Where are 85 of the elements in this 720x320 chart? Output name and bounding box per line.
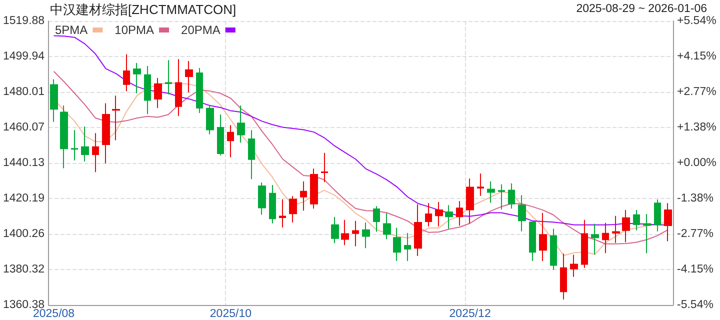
candlestick <box>466 178 474 224</box>
candlestick <box>581 219 588 268</box>
y2-tick-label: +4.15% <box>677 50 716 63</box>
candlestick <box>248 130 255 180</box>
y-tick-label: 1499.94 <box>2 50 46 63</box>
candlestick <box>60 105 68 169</box>
candlestick <box>498 184 505 210</box>
candlestick <box>217 114 224 156</box>
candlestick <box>237 105 245 144</box>
candlestick <box>206 104 214 135</box>
candlestick <box>612 215 620 244</box>
candlestick <box>487 180 495 204</box>
y2-tick-label: +0.00% <box>677 157 716 169</box>
candlestick <box>196 67 203 114</box>
candlestick <box>404 232 411 262</box>
candlestick <box>144 66 151 115</box>
legend-label: 5PMA <box>54 23 88 37</box>
chart-title: 中汉建材综指[ZHCTMMATCON] <box>50 2 236 17</box>
candlestick <box>570 254 578 278</box>
y-tick-label: 1400.26 <box>2 228 45 240</box>
y2-tick-label: -4.15% <box>677 263 714 276</box>
candlestick <box>508 182 515 210</box>
candlestick <box>622 210 630 243</box>
y-tick-label: 1440.13 <box>2 157 45 169</box>
candlestick <box>289 196 297 224</box>
candlestick <box>310 168 318 210</box>
candlestick <box>331 216 339 244</box>
candlestick <box>352 220 359 247</box>
candlestick <box>560 253 567 300</box>
candlestick <box>643 213 651 254</box>
candlestick <box>602 222 609 254</box>
candlestick <box>341 219 349 246</box>
candlestick <box>175 58 182 117</box>
candlestick <box>112 95 120 141</box>
candlestick <box>633 210 640 231</box>
candlestick <box>654 199 661 232</box>
candlestick <box>102 102 110 164</box>
candlestick <box>518 194 526 232</box>
y2-tick-label: +2.77% <box>677 86 716 98</box>
y-tick-label: 1480.01 <box>2 86 45 98</box>
y2-tick-label: +5.54% <box>677 15 716 27</box>
candlestick <box>185 60 193 93</box>
candlestick <box>664 202 672 242</box>
candlestick <box>279 198 286 228</box>
candlestick <box>414 204 422 256</box>
candlestick <box>258 182 266 216</box>
candlestick <box>123 54 130 92</box>
y-tick-label: 1519.88 <box>2 15 45 27</box>
candlestick <box>269 184 276 224</box>
candlestick <box>373 206 380 232</box>
candlestick <box>425 202 432 227</box>
candlestick <box>71 130 78 161</box>
y2-tick-label: -1.38% <box>677 192 714 204</box>
candlestick <box>435 202 443 227</box>
y2-tick-label: -2.77% <box>677 228 714 240</box>
x-tick-label: 2025/10 <box>210 308 252 320</box>
legend-label: 10PMA <box>114 23 154 37</box>
y2-tick-label: -5.54% <box>677 299 714 311</box>
candlestick <box>362 222 370 249</box>
chart-subtitle: 2025-08-29 ~ 2026-01-06 <box>576 3 708 15</box>
candlestick <box>154 77 162 109</box>
candlestick <box>529 221 536 262</box>
x-tick-label: 2025/12 <box>449 308 491 320</box>
candlestick <box>165 60 172 95</box>
candlestick <box>300 180 307 212</box>
candlestick <box>133 62 141 94</box>
candlestick <box>383 212 391 240</box>
candlestick <box>539 212 547 262</box>
candlestick <box>321 152 328 183</box>
candlestick <box>50 78 58 122</box>
candlestick <box>81 126 89 162</box>
y-tick-label: 1460.07 <box>2 121 45 134</box>
candlestick <box>456 200 463 226</box>
candlestick <box>591 223 599 255</box>
candlestick <box>92 132 99 173</box>
y-tick-label: 1420.19 <box>2 192 45 205</box>
y2-tick-label: +1.38% <box>677 122 716 134</box>
candlestick <box>393 227 401 262</box>
candlestick <box>550 228 557 270</box>
candlestick <box>477 173 484 196</box>
x-tick-label: 2025/08 <box>32 308 75 320</box>
y-tick-label: 1380.32 <box>2 263 45 276</box>
candlestick <box>445 204 453 230</box>
candlestick <box>227 124 234 158</box>
legend-label: 20PMA <box>181 23 220 37</box>
